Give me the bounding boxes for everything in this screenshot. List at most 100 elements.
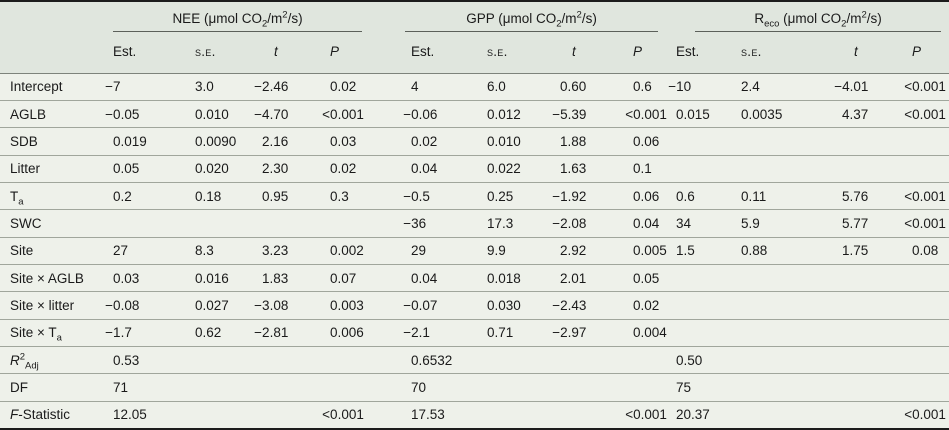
cell-reco-t: [836, 265, 906, 292]
cell-reco-se: [735, 319, 836, 346]
cell-nee-t: 1.83: [262, 270, 289, 286]
cell-nee-t: −2.46: [254, 79, 289, 95]
cell-nee-t: 2.30: [262, 161, 289, 177]
cell-gpp-est: −0.07: [403, 298, 438, 314]
cell-gpp-p: 0.04: [633, 215, 660, 231]
cell-gpp-est: 0.04: [411, 161, 438, 177]
cell-nee-t: −3.08: [254, 298, 289, 314]
cell-reco-est: 0.015: [676, 106, 710, 122]
cell-reco-est: 1.5: [676, 243, 695, 259]
cell-gpp-t: 0.60: [560, 79, 587, 95]
cell-reco-t: [836, 155, 906, 182]
table-row: Site × litter −0.08 0.027 −3.08 0.003 −0.07 0.…: [0, 291, 949, 319]
cell-reco-p: <0.001: [904, 79, 946, 95]
cell-nee-t: [256, 401, 324, 428]
cell-nee-est: 0.019: [113, 133, 147, 149]
cell-reco-est: 0.50: [676, 352, 703, 368]
table-row: Litter 0.05 0.020 2.30 0.02 0.04 0.022 1.63 0.1: [0, 155, 949, 182]
table-row: Intercept −7 3.0 −2.46 0.02 4 6.0 0.60 0.6 −10 2.4…: [0, 73, 949, 100]
cell-reco-t: 5.76: [842, 188, 869, 204]
row-label: DF: [10, 380, 28, 396]
cell-nee-p: 0.07: [330, 270, 357, 286]
cell-reco-se: 0.11: [741, 188, 767, 204]
cell-gpp-se: 0.71: [487, 325, 514, 341]
cell-gpp-p: 0.06: [633, 133, 660, 149]
cell-nee-p: <0.001: [322, 407, 364, 423]
cell-reco-est: [670, 292, 735, 319]
group-header-row: NEE (μmol CO2/m2/s) GPP (μmol CO2/m2/s) …: [0, 2, 949, 32]
cell-gpp-p: 0.1: [633, 161, 652, 177]
cell-gpp-p: [627, 374, 670, 401]
cell-reco-t: [836, 401, 906, 428]
cell-gpp-t: −2.97: [552, 325, 587, 341]
cell-nee-est: 0.53: [113, 352, 140, 368]
cell-reco-se: 5.9: [741, 215, 760, 231]
cell-nee-p: <0.001: [322, 106, 364, 122]
cell-nee-se: 0.62: [195, 325, 222, 341]
table-row: R2Adj 0.53 0.6532 0.50: [0, 346, 949, 374]
row-label: R2Adj: [10, 351, 39, 372]
table-row: SDB 0.019 0.0090 2.16 0.03 0.02 0.010 1.88 0.06: [0, 127, 949, 155]
cell-nee-t: [256, 347, 324, 374]
cell-reco-est: 34: [676, 215, 692, 231]
cell-gpp-p: 0.005: [633, 243, 667, 259]
cell-gpp-t: 2.01: [560, 270, 587, 286]
cell-nee-p: 0.003: [330, 298, 364, 314]
cell-nee-est: 27: [113, 243, 129, 259]
cell-reco-t: 5.77: [842, 215, 869, 231]
cell-gpp-se: [481, 401, 554, 428]
cell-reco-est: −10: [668, 79, 692, 95]
cell-gpp-p: 0.02: [633, 298, 660, 314]
row-label: F-Statistic: [10, 407, 71, 423]
cell-reco-t: [836, 128, 906, 155]
cell-gpp-t: 1.63: [560, 161, 587, 177]
cell-reco-t: 4.37: [842, 106, 869, 122]
group-header-reco: Reco (μmol CO2/m2/s): [670, 2, 949, 32]
subheader-row: Est. s.e. t P Est. s.e. t P Est. s.e. t P: [0, 32, 949, 74]
cell-gpp-p: 0.06: [633, 188, 660, 204]
group-header-gpp: GPP (μmol CO2/m2/s): [405, 2, 670, 32]
col-header-nee-est: Est.: [107, 32, 189, 74]
cell-gpp-est: −0.06: [403, 106, 438, 122]
row-label: Site × AGLB: [10, 270, 84, 286]
table-row: F-Statistic 12.05 <0.001 17.53 <0.001 20.37 <0…: [0, 401, 949, 428]
cell-reco-p: [906, 374, 949, 401]
cell-nee-t: 3.23: [262, 243, 289, 259]
cell-nee-est: 71: [113, 380, 129, 396]
cell-nee-se: 0.020: [195, 161, 229, 177]
cell-gpp-se: 0.018: [487, 270, 521, 286]
cell-reco-est: [670, 319, 735, 346]
cell-nee-t: −4.70: [254, 106, 289, 122]
cell-reco-se: [735, 292, 836, 319]
cell-gpp-t: [554, 347, 627, 374]
cell-nee-p: 0.02: [330, 79, 357, 95]
cell-nee-est: −0.08: [105, 298, 140, 314]
group-header-nee: NEE (μmol CO2/m2/s): [107, 2, 405, 32]
cell-gpp-est: 29: [411, 243, 427, 259]
cell-gpp-p: 0.6: [633, 79, 652, 95]
cell-gpp-est: −36: [403, 215, 427, 231]
table-row: Site × Ta −1.7 0.62 −2.81 0.006 −2.1 0.71 −2.97…: [0, 319, 949, 346]
cell-reco-p: <0.001: [904, 215, 946, 231]
cell-gpp-p: <0.001: [625, 106, 667, 122]
cell-reco-p: [906, 128, 949, 155]
cell-reco-p: <0.001: [904, 106, 946, 122]
cell-gpp-est: −2.1: [403, 325, 430, 341]
cell-nee-p: 0.3: [330, 188, 349, 204]
row-label: Intercept: [10, 79, 63, 95]
group-label-reco: Reco (μmol CO2/m2/s): [695, 10, 942, 32]
col-header-nee-se: s.e.: [189, 32, 256, 74]
cell-nee-est: −1.7: [105, 325, 132, 341]
cell-gpp-t: −1.92: [552, 188, 587, 204]
cell-nee-t: −2.81: [254, 325, 289, 341]
col-header-gpp-se: s.e.: [481, 32, 555, 74]
cell-reco-p: <0.001: [904, 188, 946, 204]
cell-gpp-est: 0.02: [411, 133, 438, 149]
row-label: Litter: [10, 161, 41, 177]
cell-gpp-p: [627, 347, 670, 374]
cell-nee-se: 8.3: [195, 243, 214, 259]
cell-nee-p: [324, 374, 405, 401]
cell-gpp-t: −5.39: [552, 106, 587, 122]
